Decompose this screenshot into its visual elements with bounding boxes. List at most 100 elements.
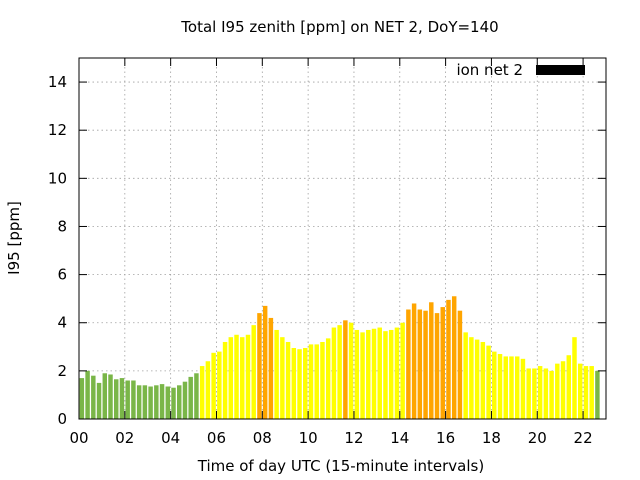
- bar: [514, 356, 520, 419]
- bar: [113, 379, 119, 419]
- legend-label: ion net 2: [456, 61, 523, 79]
- bar: [572, 337, 577, 419]
- y-tick-labels: 0 2 4 6 8 10 12 14: [48, 73, 67, 428]
- bar: [182, 381, 188, 419]
- bar: [240, 337, 245, 419]
- bar: [268, 317, 274, 419]
- bar: [549, 370, 554, 419]
- bar: [85, 370, 90, 419]
- y-tick-label: 6: [57, 266, 67, 284]
- bar: [320, 341, 325, 419]
- bar: [291, 348, 297, 419]
- x-tick-label: 18: [482, 429, 501, 447]
- bar: [136, 385, 142, 419]
- bar: [577, 363, 583, 419]
- bar: [91, 375, 96, 419]
- x-tick-label: 16: [436, 429, 455, 447]
- bar: [159, 384, 165, 419]
- bar: [377, 327, 382, 419]
- bar: [274, 329, 279, 419]
- bar: [337, 325, 342, 419]
- bar: [434, 313, 440, 419]
- x-tick-label: 04: [161, 429, 180, 447]
- bar: [205, 361, 211, 419]
- bar: [108, 374, 113, 419]
- bar: [406, 309, 411, 419]
- bar: [509, 356, 514, 419]
- x-tick-label: 14: [390, 429, 409, 447]
- bar: [366, 329, 371, 419]
- bar: [480, 341, 486, 419]
- bar: [171, 387, 176, 419]
- bar: [503, 356, 508, 419]
- bar: [343, 320, 348, 419]
- bar: [486, 345, 491, 419]
- bar: [451, 296, 457, 419]
- bar: [285, 341, 291, 419]
- bar: [354, 329, 360, 419]
- bar: [595, 370, 600, 419]
- bar: [96, 382, 102, 419]
- y-tick-label: 12: [48, 121, 67, 139]
- bar: [280, 337, 285, 419]
- bar: [457, 310, 463, 419]
- bar: [251, 325, 256, 419]
- bar: [537, 366, 543, 419]
- bar: [388, 329, 394, 419]
- bar: [119, 378, 125, 419]
- x-tick-labels: 00 02 04 06 08 10 12 14 16 18 20 22: [69, 429, 592, 447]
- bar: [532, 368, 537, 419]
- y-axis-label: I95 [ppm]: [5, 201, 23, 275]
- x-tick-label: 00: [69, 429, 88, 447]
- bar: [102, 373, 108, 419]
- bar: [79, 378, 85, 419]
- bar: [217, 351, 222, 419]
- y-tick-label: 8: [57, 217, 67, 235]
- bar: [125, 380, 130, 419]
- bar: [411, 303, 417, 419]
- bar: [474, 339, 480, 419]
- bar: [469, 337, 474, 419]
- bar: [177, 385, 182, 419]
- bar: [492, 351, 497, 419]
- chart-title: Total I95 zenith [ppm] on NET 2, DoY=140: [180, 18, 498, 36]
- bar: [257, 313, 262, 419]
- bars: [79, 296, 600, 419]
- bar: [497, 354, 503, 419]
- y-tick-label: 0: [57, 410, 67, 428]
- bar: [371, 328, 377, 419]
- bar: [228, 337, 234, 419]
- bar: [234, 334, 239, 419]
- bar: [566, 355, 572, 419]
- bar: [589, 366, 594, 419]
- bar: [526, 368, 531, 419]
- bar: [446, 299, 451, 419]
- bar: [245, 334, 251, 419]
- x-tick-label: 22: [574, 429, 593, 447]
- x-tick-label: 10: [299, 429, 318, 447]
- bar: [394, 327, 400, 419]
- bar: [142, 385, 148, 419]
- plot-frame: [78, 57, 607, 420]
- bar: [303, 348, 308, 419]
- x-tick-label: 08: [253, 429, 272, 447]
- y-tick-label: 2: [57, 362, 67, 380]
- bar: [297, 349, 302, 419]
- bar: [383, 331, 388, 419]
- bar: [331, 327, 337, 419]
- bar: [417, 309, 423, 419]
- bar: [520, 358, 526, 419]
- x-axis-label: Time of day UTC (15-minute intervals): [197, 457, 484, 475]
- bar: [560, 361, 566, 419]
- bar: [188, 376, 193, 419]
- bar: [308, 344, 314, 419]
- bar: [131, 380, 136, 419]
- bar: [211, 352, 216, 419]
- ticks: [78, 58, 606, 420]
- bar: [463, 332, 468, 419]
- grid: [79, 58, 606, 419]
- bar: [543, 368, 549, 419]
- y-tick-label: 4: [57, 314, 67, 332]
- bar: [440, 307, 445, 419]
